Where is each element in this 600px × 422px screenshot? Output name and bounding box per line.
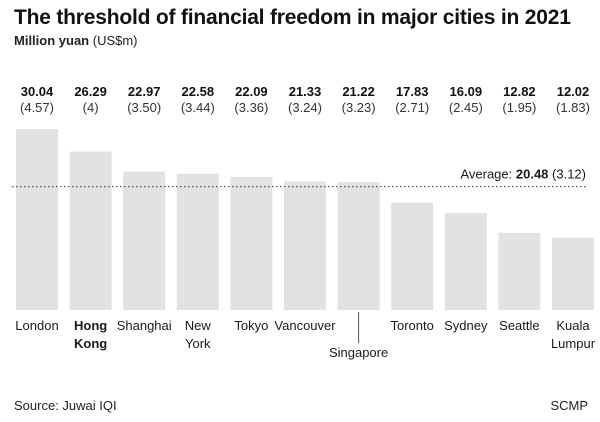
- usd-label: (3.23): [342, 100, 376, 115]
- category-label: Shanghai: [117, 318, 172, 333]
- bar-toronto: [391, 202, 434, 310]
- usd-label: (4): [83, 100, 99, 115]
- subtitle-unit: Million yuan: [14, 33, 90, 48]
- category-label: Sydney: [444, 318, 488, 333]
- bar-hong-kong: [69, 151, 112, 310]
- usd-label: (1.95): [502, 100, 536, 115]
- value-label: 26.29: [74, 84, 107, 99]
- value-label: 22.09: [235, 84, 268, 99]
- usd-label: (2.71): [395, 100, 429, 115]
- bar-singapore: [337, 182, 380, 310]
- usd-label: (2.45): [449, 100, 483, 115]
- value-label: 21.22: [342, 84, 375, 99]
- category-label: New York: [185, 318, 212, 351]
- usd-label: (3.24): [288, 100, 322, 115]
- bar-new-york: [176, 173, 219, 310]
- value-label: 12.02: [557, 84, 590, 99]
- bar-sydney: [444, 213, 487, 310]
- value-label: 30.04: [21, 84, 54, 99]
- bar-london: [16, 129, 58, 310]
- usd-label: (1.83): [556, 100, 590, 115]
- bar-tokyo: [230, 176, 273, 310]
- bar-vancouver: [284, 181, 326, 310]
- value-label: 16.09: [450, 84, 483, 99]
- category-label: Hong Kong: [74, 318, 107, 351]
- subtitle-currency: (US$m): [89, 33, 138, 48]
- source-note: Source: Juwai IQI: [14, 398, 117, 413]
- category-label: Tokyo: [234, 318, 268, 333]
- usd-label: (4.57): [20, 100, 54, 115]
- value-label: 22.58: [182, 84, 215, 99]
- category-label: Vancouver: [274, 318, 336, 333]
- category-label: London: [15, 318, 58, 333]
- average-label: Average: 20.48 (3.12): [460, 167, 586, 182]
- bar-shanghai: [123, 171, 166, 310]
- value-label: 22.97: [128, 84, 161, 99]
- bar-seattle: [498, 232, 541, 310]
- value-label: 17.83: [396, 84, 429, 99]
- category-label: Singapore: [329, 345, 388, 360]
- category-label: Seattle: [499, 318, 539, 333]
- category-label: Kuala Lumpur: [551, 318, 596, 351]
- usd-label: (3.50): [127, 100, 161, 115]
- publisher-credit: SCMP: [550, 398, 588, 413]
- chart-subtitle: Million yuan (US$m): [14, 33, 138, 48]
- bar-kuala-lumpur: [552, 237, 594, 310]
- usd-label: (3.44): [181, 100, 215, 115]
- value-label: 12.82: [503, 84, 536, 99]
- bar-chart: Average: 20.48 (3.12) 30.04(4.57) 26.29(4)…: [12, 84, 596, 360]
- value-label: 21.33: [289, 84, 322, 99]
- category-label: Toronto: [391, 318, 434, 333]
- usd-label: (3.36): [234, 100, 268, 115]
- chart-title: The threshold of financial freedom in ma…: [14, 6, 571, 29]
